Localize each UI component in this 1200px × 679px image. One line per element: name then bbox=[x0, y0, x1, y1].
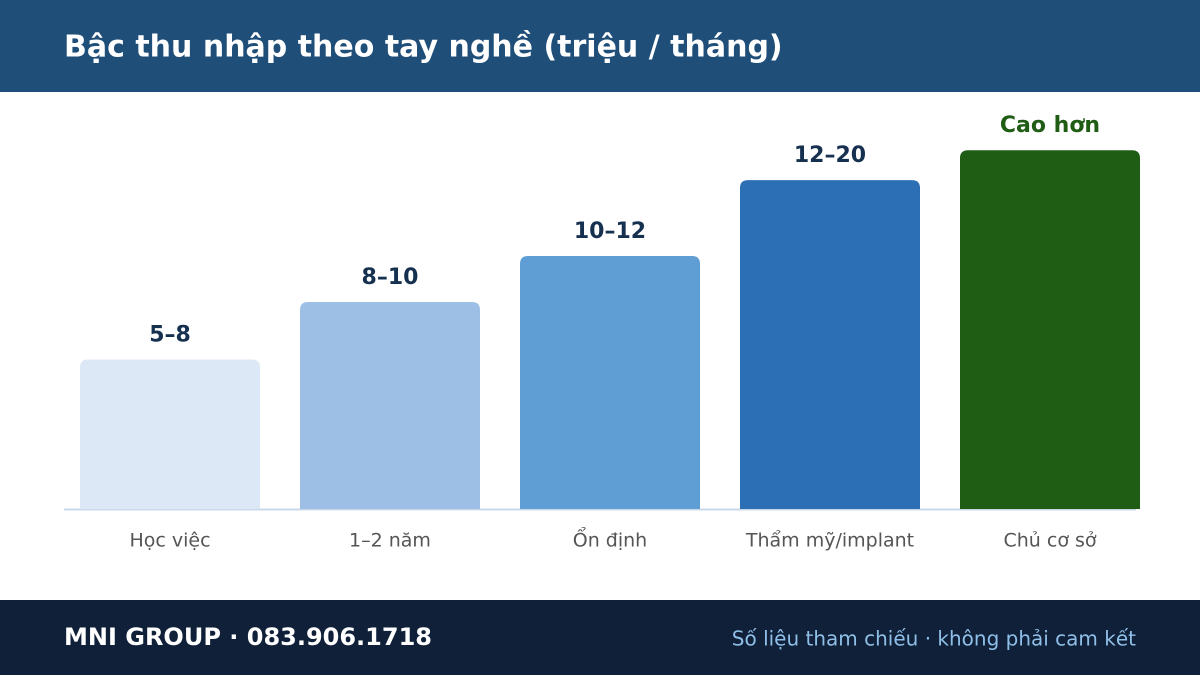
x-tick-label: Ổn định bbox=[573, 526, 647, 552]
footer-bar bbox=[0, 600, 1200, 675]
value-label: 5–8 bbox=[149, 323, 191, 348]
footer-brand: MNI GROUP · 083.906.1718 bbox=[64, 623, 432, 651]
x-tick-label: Thẩm mỹ/implant bbox=[745, 530, 914, 552]
value-label: 8–10 bbox=[362, 265, 419, 290]
bar bbox=[80, 359, 260, 509]
x-tick-label: Học việc bbox=[129, 530, 210, 552]
footer-note: Số liệu tham chiếu · không phải cam kết bbox=[732, 627, 1136, 651]
x-tick-label: Chủ cơ sở bbox=[1003, 530, 1096, 552]
bar bbox=[740, 180, 920, 509]
header-bar bbox=[0, 0, 1200, 92]
value-label: Cao hơn bbox=[1000, 113, 1100, 138]
bar bbox=[300, 302, 480, 509]
x-tick-label: 1–2 năm bbox=[349, 530, 431, 552]
bar bbox=[960, 150, 1140, 509]
value-label: 12–20 bbox=[794, 143, 866, 168]
chart-title: Bậc thu nhập theo tay nghề (triệu / thán… bbox=[64, 30, 783, 65]
bar bbox=[520, 256, 700, 509]
value-label: 10–12 bbox=[574, 219, 646, 244]
